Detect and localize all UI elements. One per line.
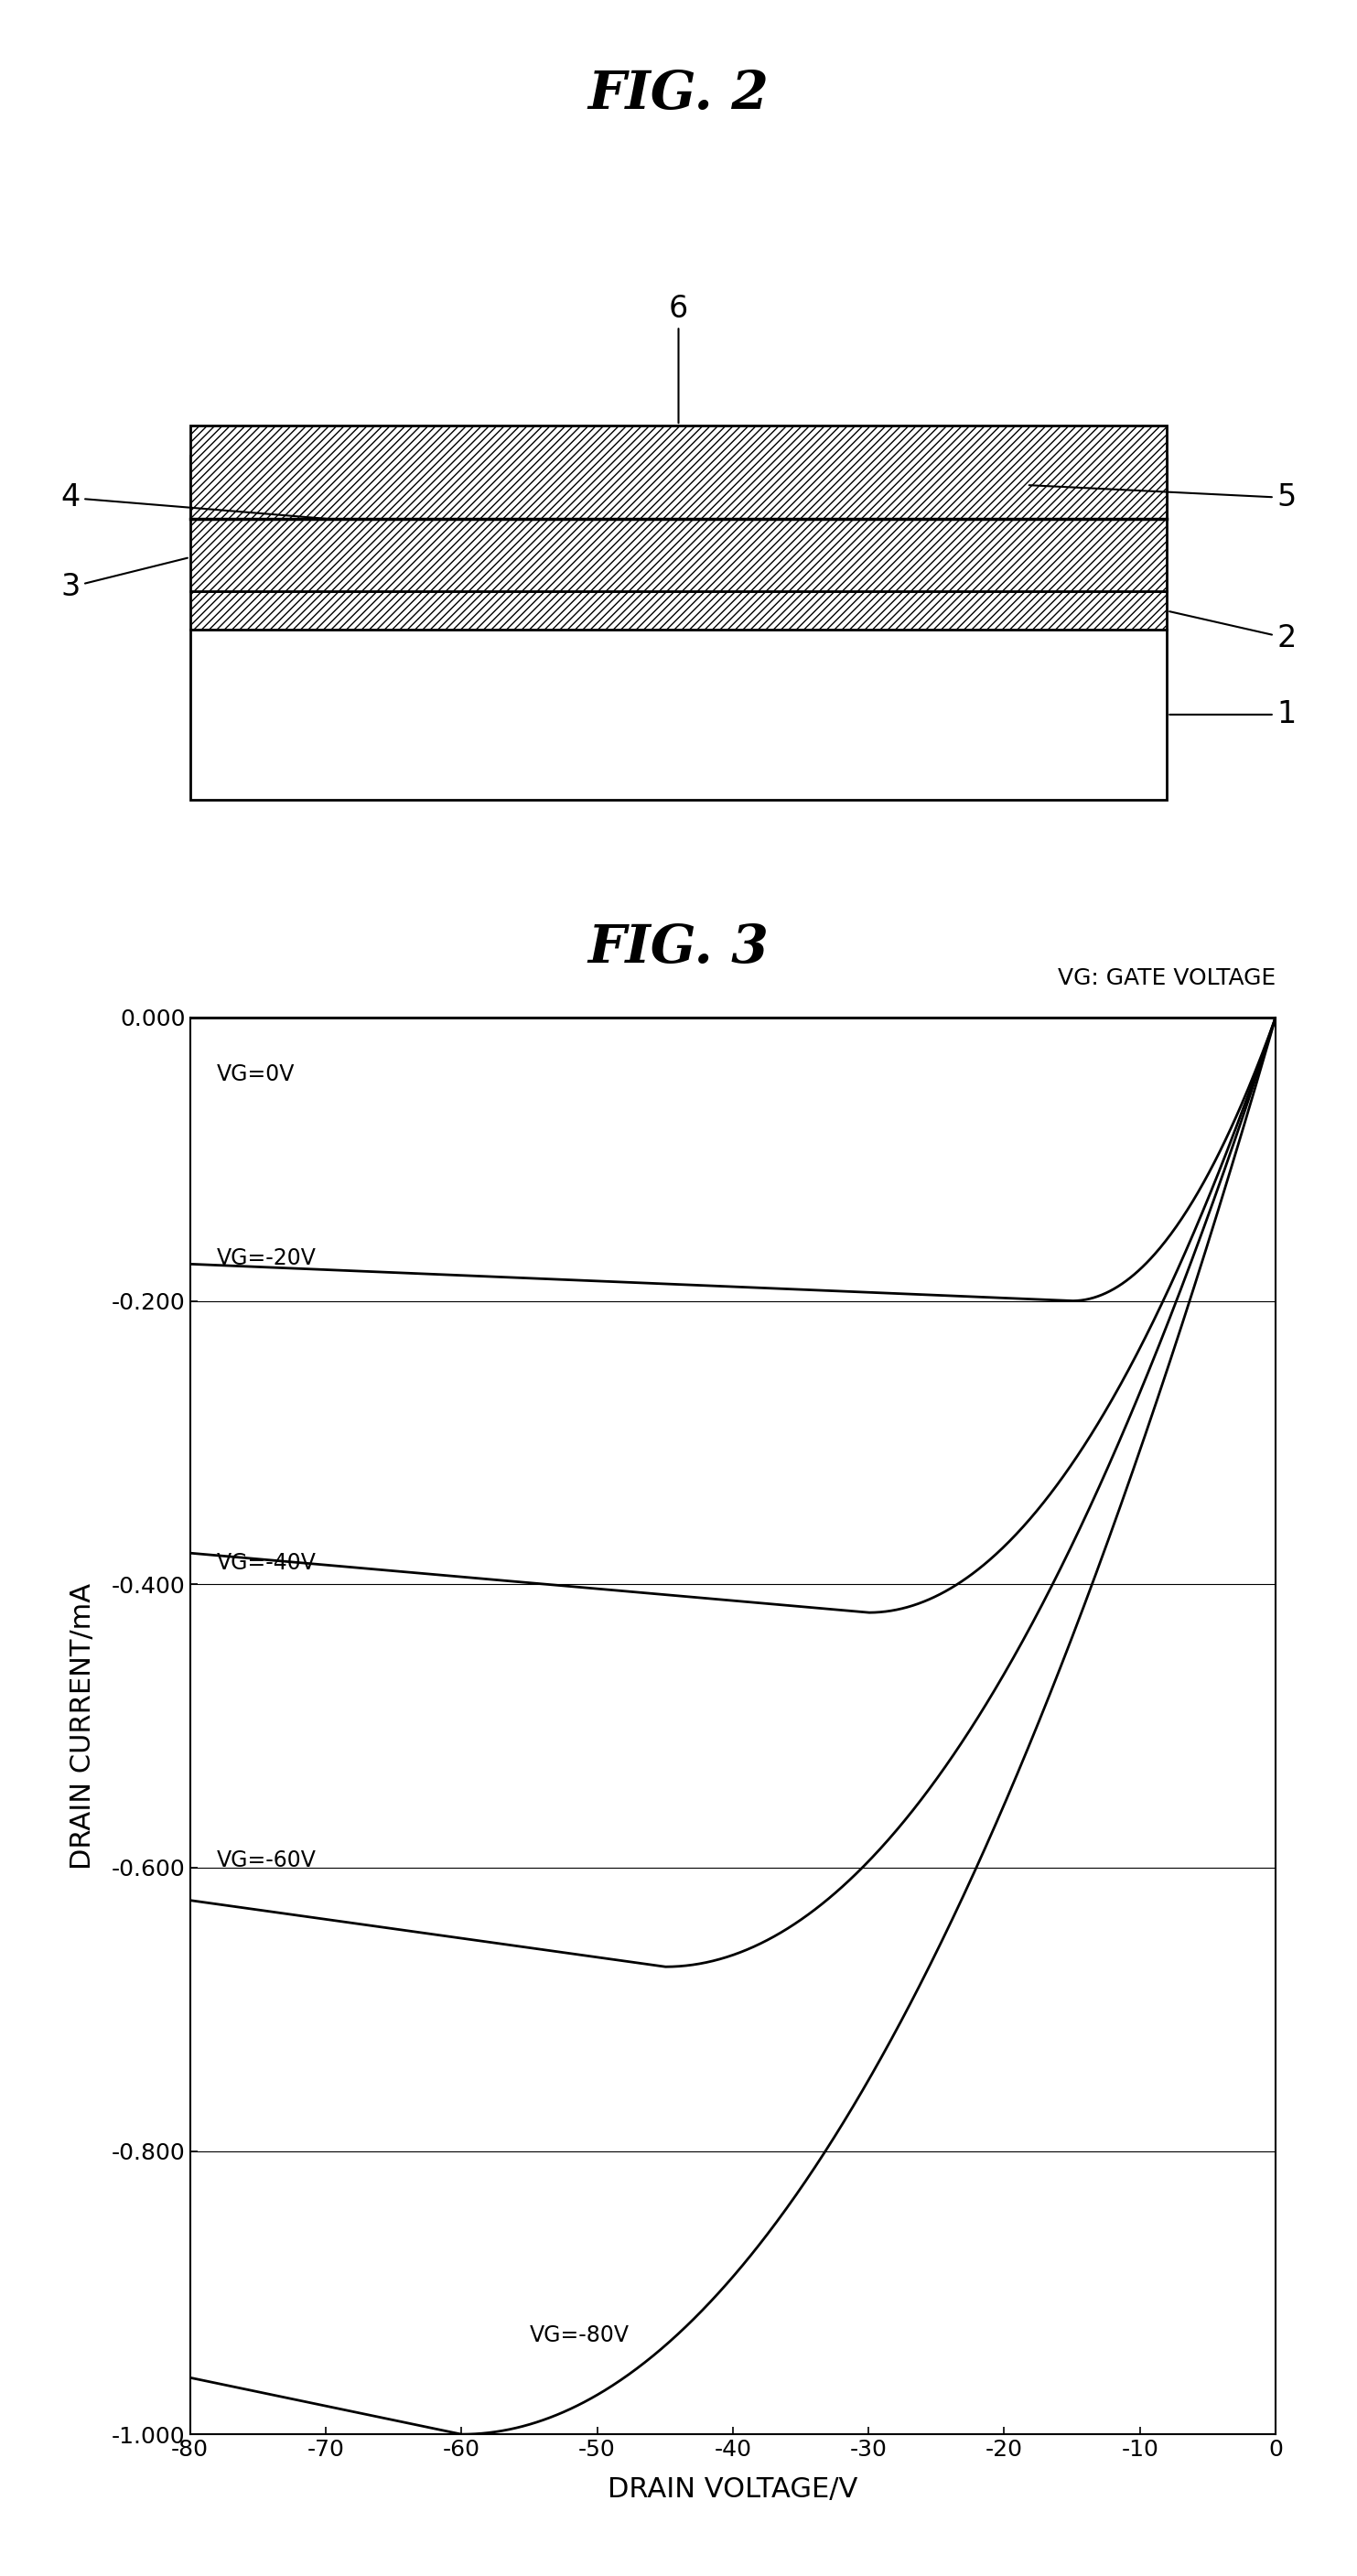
Text: VG=-60V: VG=-60V [217, 1850, 316, 1873]
Text: VG=0V: VG=0V [217, 1064, 296, 1084]
Text: VG: GATE VOLTAGE: VG: GATE VOLTAGE [1057, 966, 1276, 989]
Text: FIG. 3: FIG. 3 [588, 922, 769, 974]
Bar [190, 425, 1167, 520]
Bar [190, 629, 1167, 799]
Text: 5: 5 [1029, 482, 1296, 513]
Text: FIG. 2: FIG. 2 [588, 70, 769, 121]
Bar [886, 456, 1167, 520]
X-axis label: DRAIN VOLTAGE/V: DRAIN VOLTAGE/V [608, 2476, 858, 2501]
Text: 1: 1 [1170, 701, 1296, 729]
Text: 3: 3 [61, 559, 187, 603]
Text: 6: 6 [669, 294, 688, 422]
Bar [190, 456, 471, 520]
Bar [190, 520, 1167, 592]
Y-axis label: DRAIN CURRENT/mA: DRAIN CURRENT/mA [69, 1582, 96, 1870]
Text: 2: 2 [1170, 611, 1296, 654]
Text: VG=-80V: VG=-80V [529, 2324, 628, 2347]
Bar [190, 592, 1167, 629]
Text: 4: 4 [61, 482, 328, 518]
Text: VG=-20V: VG=-20V [217, 1247, 316, 1270]
Text: VG=-40V: VG=-40V [217, 1551, 316, 1574]
